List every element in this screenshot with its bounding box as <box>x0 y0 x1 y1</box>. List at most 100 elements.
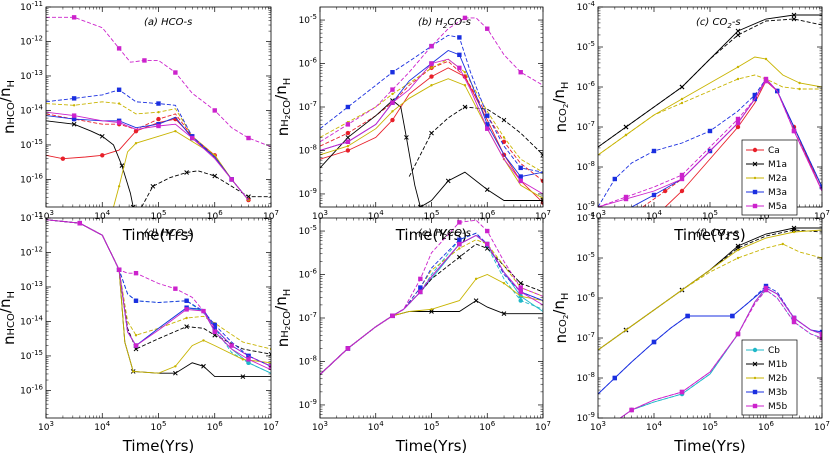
panel-title: (b) H2CO-s <box>418 17 471 30</box>
data-point <box>457 241 462 247</box>
series-group <box>320 15 543 207</box>
data-point <box>791 16 797 22</box>
panel-b: 103 104 105 106 107 10-9 10-8 10-7 10-6 10-5 (b) H… <box>272 6 551 244</box>
y-tick-label: 10-11 <box>20 211 43 224</box>
data-point <box>764 57 768 61</box>
data-point <box>735 120 741 126</box>
y-axis-title: nH2CO/nH <box>272 289 293 347</box>
data-point <box>518 298 523 303</box>
data-point <box>679 188 685 194</box>
x-tick-label: 104 <box>646 420 662 433</box>
data-point <box>201 363 206 369</box>
data-point <box>133 128 139 134</box>
x-tick-label: 103 <box>590 209 606 222</box>
data-point <box>474 277 478 281</box>
data-point <box>798 81 801 85</box>
legend-marker <box>752 403 758 409</box>
data-point <box>246 360 251 366</box>
data-point <box>457 35 462 40</box>
data-point <box>679 176 685 182</box>
x-tick-label: 105 <box>151 420 167 433</box>
data-point <box>518 285 523 290</box>
series-line-m5b-dashed <box>320 219 543 375</box>
x-axis-title: Time(Yrs) <box>673 437 746 455</box>
y-tick-label: 10-11 <box>20 0 43 13</box>
data-point <box>134 142 138 145</box>
data-point <box>71 96 77 101</box>
x-tick-label: 103 <box>312 420 328 433</box>
series-line-m2b-dashed <box>598 243 822 351</box>
data-point <box>391 110 394 113</box>
series-group <box>598 225 822 418</box>
y-tick-label: 10-7 <box>577 331 595 344</box>
series-line-m1a-solid <box>46 120 134 207</box>
data-point <box>116 267 122 272</box>
y-tick-label: 10-16 <box>20 383 43 396</box>
data-point <box>485 228 490 234</box>
y-tick-label: 10-8 <box>299 143 317 156</box>
y-tick-label: 10-8 <box>299 354 317 367</box>
y-tick-label: 10-6 <box>299 268 318 281</box>
data-point <box>157 110 160 114</box>
data-point <box>71 116 77 122</box>
plot-frame <box>45 6 272 208</box>
series-line-m3a-dashed <box>46 89 249 201</box>
y-tick-label: 10-15 <box>20 349 43 362</box>
y-tick-label: 10-4 <box>577 211 596 224</box>
data-point <box>540 198 543 203</box>
x-tick-label: 104 <box>94 209 110 222</box>
legend-label: M5a <box>768 202 787 212</box>
x-axis-title: Time(Yrs) <box>122 226 195 244</box>
data-point <box>418 276 423 282</box>
data-point <box>430 84 433 87</box>
data-point <box>485 122 490 127</box>
series-line-m2b-solid <box>598 229 822 351</box>
data-point <box>130 204 136 207</box>
data-point <box>190 135 195 141</box>
x-tick-label: 107 <box>263 420 279 433</box>
series-line-m1a-dashed <box>408 106 543 177</box>
data-point <box>345 130 351 136</box>
series-line-m2a-solid <box>113 130 249 207</box>
data-point <box>623 194 629 200</box>
y-tick-label: 10-5 <box>577 40 595 53</box>
data-point <box>502 136 506 139</box>
legend-marker <box>752 147 758 153</box>
data-point <box>212 173 218 179</box>
data-point <box>736 248 740 252</box>
data-point <box>100 153 105 158</box>
data-point <box>792 230 796 234</box>
series-line-m3b-solid <box>320 234 543 375</box>
data-point <box>429 61 434 66</box>
y-tick-label: 10-6 <box>577 291 596 304</box>
panel-c: 10310410510610710-910-810-710-610-510-4(… <box>550 0 830 244</box>
data-point <box>791 315 797 321</box>
data-point <box>485 241 490 247</box>
data-point <box>156 116 161 122</box>
legend-marker <box>752 389 758 395</box>
legend-marker <box>752 161 758 167</box>
y-tick-label: 10-14 <box>20 314 43 327</box>
series-line-m1a-dashed <box>141 170 271 207</box>
y-tick-label: 10-13 <box>20 280 43 293</box>
legend-box <box>741 139 798 216</box>
legend-marker <box>752 189 758 195</box>
data-point <box>390 313 395 319</box>
data-point <box>819 331 822 337</box>
data-point <box>791 227 797 233</box>
series-line-ca-dashed <box>320 60 543 182</box>
data-point <box>791 12 797 18</box>
data-point <box>485 126 490 131</box>
data-point <box>473 298 479 303</box>
data-point <box>133 270 139 276</box>
y-tick-label: 10-8 <box>577 371 595 384</box>
series-line-m3b-dashed <box>320 232 543 375</box>
data-point <box>612 375 617 381</box>
x-tick-label: 103 <box>38 420 54 433</box>
y-tick-label: 10-7 <box>299 311 317 324</box>
data-point <box>629 407 634 413</box>
series-group <box>46 219 271 379</box>
panel-d: 103 104 105 106 107 10-16 10-15 10-14 10-13 10-12… <box>0 211 279 455</box>
x-tick-label: 107 <box>263 209 279 222</box>
